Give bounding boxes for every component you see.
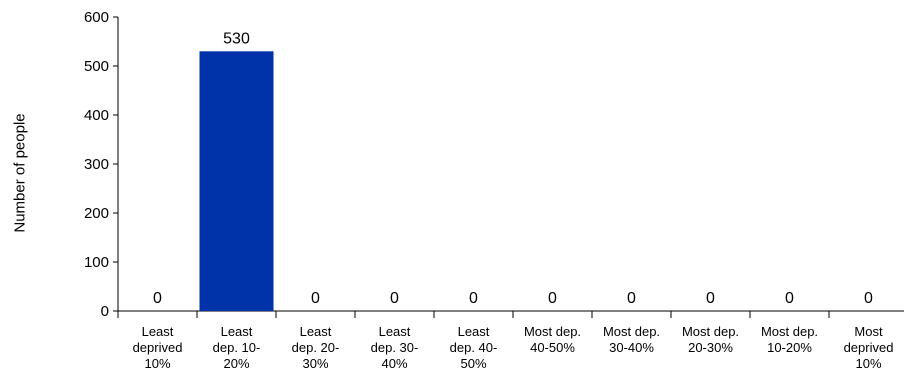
x-tick-label: Most dep. 20-30% (682, 324, 739, 355)
data-labels: 0 530 0 0 0 0 0 0 0 0 (153, 30, 873, 307)
y-ticks: 0 100 200 300 400 500 600 (84, 9, 118, 320)
data-label: 0 (390, 290, 399, 307)
data-label: 0 (706, 290, 715, 307)
data-label: 530 (223, 30, 250, 47)
x-tick-label: Least dep. 10-20% (213, 324, 261, 371)
y-tick-label: 0 (101, 303, 109, 320)
data-label: 0 (627, 290, 636, 307)
x-tick-label: Most dep. 30-40% (603, 324, 660, 355)
y-tick-label: 400 (84, 107, 109, 124)
x-tick-label: Least dep. 40-50% (450, 324, 498, 371)
data-label: 0 (469, 290, 478, 307)
x-tick-labels: Least deprived 10% Least dep. 10-20% Least dep… (133, 324, 894, 371)
x-tick-label: Least deprived 10% (133, 324, 183, 371)
data-label: 0 (311, 290, 320, 307)
x-tick-label: Most dep. 40-50% (524, 324, 581, 355)
y-tick-label: 100 (84, 254, 109, 271)
data-label: 0 (864, 290, 873, 307)
x-tick-label: Least dep. 20-30% (292, 324, 340, 371)
y-tick-label: 300 (84, 156, 109, 173)
data-label: 0 (548, 290, 557, 307)
data-label: 0 (153, 290, 162, 307)
y-tick-label: 600 (84, 9, 109, 26)
data-label: 0 (785, 290, 794, 307)
y-tick-label: 500 (84, 58, 109, 75)
x-tick-label: Most deprived 10% (844, 324, 894, 371)
bar (199, 51, 274, 312)
x-tick-label: Least dep. 30-40% (371, 324, 419, 371)
x-tick-label: Most dep. 10-20% (761, 324, 818, 355)
y-tick-label: 200 (84, 205, 109, 222)
bars (199, 51, 274, 312)
